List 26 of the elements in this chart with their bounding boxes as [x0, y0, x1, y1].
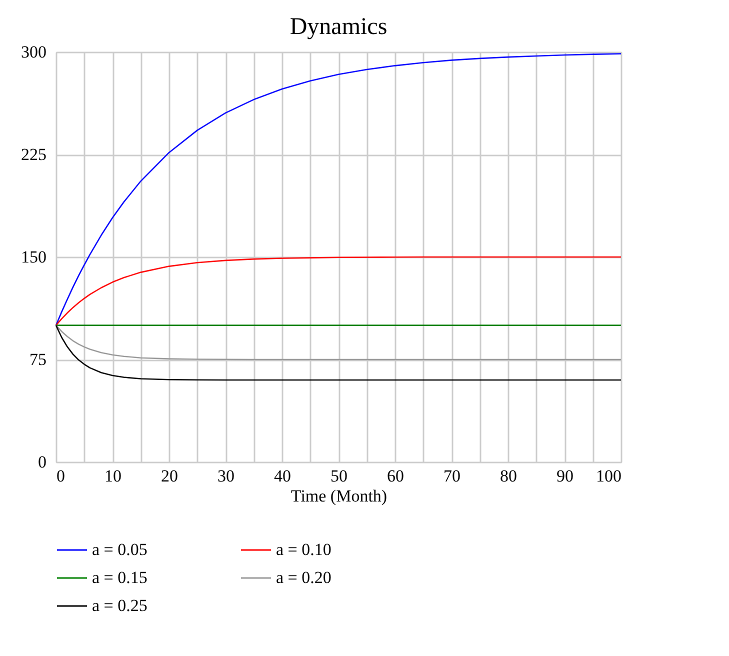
chart-title: Dynamics: [290, 14, 388, 40]
legend-label: a = 0.25: [92, 596, 148, 615]
x-tick-label: 40: [274, 466, 291, 486]
y-tick-label: 0: [38, 452, 46, 472]
x-tick-label: 50: [330, 466, 348, 486]
x-tick-label: 100: [596, 466, 622, 486]
line-series: [55, 324, 622, 360]
line-series: [55, 324, 622, 381]
x-tick-label: 20: [161, 466, 178, 486]
x-tick-label: 60: [387, 466, 404, 486]
y-tick-label: 150: [21, 248, 46, 266]
legend-label: a = 0.05: [92, 540, 148, 559]
y-tick-label: 300: [21, 42, 46, 62]
y-tick-label: 225: [21, 145, 46, 164]
x-tick-label: 10: [104, 466, 122, 486]
x-tick-label: 80: [500, 466, 517, 486]
y-tick-label: 75: [30, 350, 46, 369]
line-series: [55, 256, 622, 326]
legend-label: a = 0.10: [276, 540, 332, 559]
x-tick-label: 0: [56, 466, 65, 486]
x-tick-label: 90: [556, 466, 574, 486]
legend-label: a = 0.20: [276, 568, 332, 587]
x-tick-label: 70: [444, 466, 460, 486]
x-axis-title: Time (Month): [290, 486, 388, 506]
legend-label: a = 0.15: [92, 568, 148, 587]
x-tick-label: 30: [218, 466, 234, 486]
